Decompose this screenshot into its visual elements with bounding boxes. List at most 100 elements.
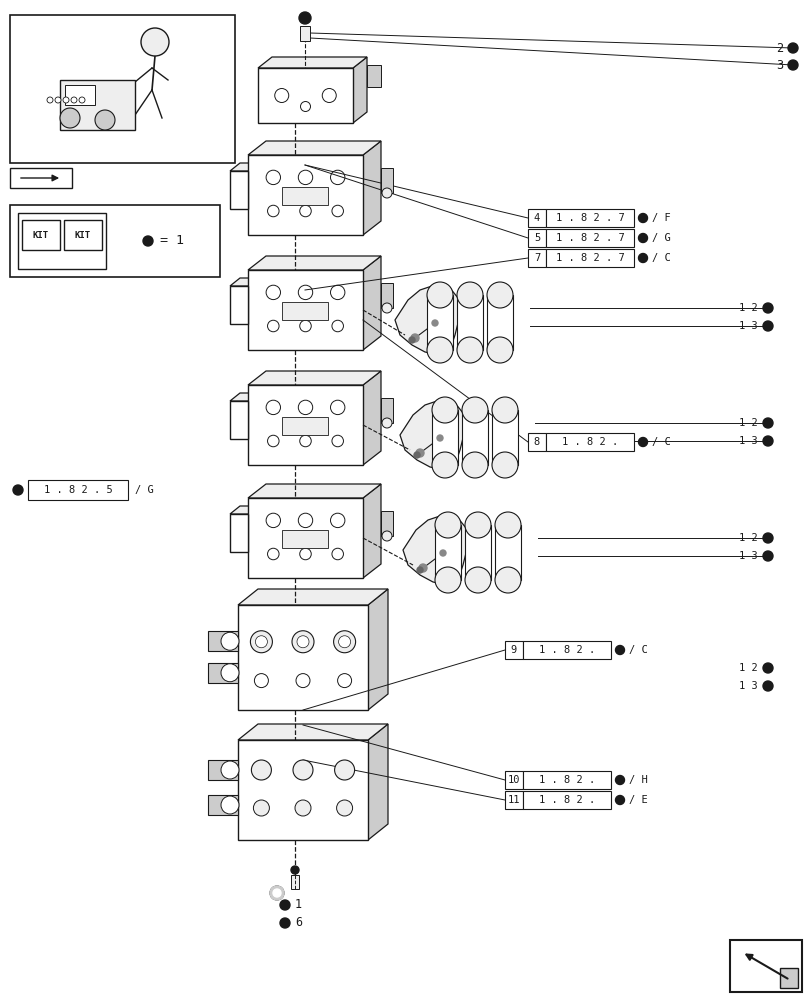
Text: 2: 2 <box>775 42 782 55</box>
Bar <box>487 295 513 350</box>
Bar <box>495 525 521 580</box>
Circle shape <box>495 512 521 538</box>
Circle shape <box>491 397 517 423</box>
Circle shape <box>381 303 392 313</box>
Text: / C: / C <box>651 437 670 447</box>
Text: / E: / E <box>629 795 647 805</box>
Polygon shape <box>400 400 465 470</box>
Circle shape <box>297 636 309 648</box>
Circle shape <box>465 512 491 538</box>
Bar <box>522 771 610 789</box>
Bar <box>230 401 247 439</box>
Bar <box>527 209 545 227</box>
Polygon shape <box>230 393 258 401</box>
Circle shape <box>60 108 80 128</box>
Circle shape <box>762 303 772 313</box>
Circle shape <box>381 531 392 541</box>
Polygon shape <box>247 484 380 498</box>
Circle shape <box>13 485 23 495</box>
Circle shape <box>436 435 443 441</box>
Bar <box>380 398 393 423</box>
Bar <box>527 249 545 267</box>
Text: 1 . 8 2 .: 1 . 8 2 . <box>539 775 594 785</box>
Polygon shape <box>353 57 367 123</box>
Polygon shape <box>247 371 380 385</box>
Polygon shape <box>64 212 112 220</box>
Polygon shape <box>363 371 380 465</box>
Text: 1 . 8 2 .: 1 . 8 2 . <box>561 437 617 447</box>
Text: 1 3: 1 3 <box>738 681 757 691</box>
Bar <box>504 771 522 789</box>
Circle shape <box>250 631 272 653</box>
Circle shape <box>431 397 457 423</box>
Circle shape <box>431 452 457 478</box>
Text: / C: / C <box>651 253 670 263</box>
Polygon shape <box>402 515 467 585</box>
Polygon shape <box>247 506 258 552</box>
Circle shape <box>47 97 53 103</box>
Bar <box>10 168 72 188</box>
Bar <box>230 286 247 324</box>
Bar <box>28 480 128 500</box>
Polygon shape <box>258 57 367 68</box>
Polygon shape <box>102 212 112 250</box>
Polygon shape <box>363 484 380 578</box>
Text: 1 3: 1 3 <box>738 551 757 561</box>
Circle shape <box>491 452 517 478</box>
Circle shape <box>294 800 311 816</box>
Bar <box>208 663 238 683</box>
Text: / H: / H <box>629 775 647 785</box>
Circle shape <box>427 337 453 363</box>
Polygon shape <box>394 285 460 355</box>
Circle shape <box>615 646 624 654</box>
Text: 6: 6 <box>294 916 302 929</box>
Bar <box>504 641 522 659</box>
Text: 1 . 8 2 . 5: 1 . 8 2 . 5 <box>44 485 112 495</box>
Text: 7: 7 <box>533 253 539 263</box>
Polygon shape <box>363 256 380 350</box>
Bar <box>779 968 797 988</box>
Bar <box>208 795 238 815</box>
Circle shape <box>141 28 169 56</box>
Circle shape <box>143 236 152 246</box>
Polygon shape <box>247 163 258 209</box>
Polygon shape <box>22 212 70 220</box>
Circle shape <box>333 631 355 653</box>
Bar <box>380 168 393 193</box>
Circle shape <box>293 760 312 780</box>
Text: 1 . 8 2 . 7: 1 . 8 2 . 7 <box>555 233 624 243</box>
Bar <box>427 295 453 350</box>
Circle shape <box>762 551 772 561</box>
Bar <box>282 530 328 548</box>
Circle shape <box>762 436 772 446</box>
Circle shape <box>270 886 284 900</box>
Bar <box>247 498 363 578</box>
Text: 11: 11 <box>507 795 520 805</box>
Circle shape <box>431 320 437 326</box>
Bar <box>545 209 633 227</box>
Polygon shape <box>230 278 258 286</box>
Bar <box>527 229 545 247</box>
Circle shape <box>63 97 69 103</box>
Circle shape <box>95 110 115 130</box>
Bar <box>545 229 633 247</box>
Bar <box>208 760 238 780</box>
Circle shape <box>762 663 772 673</box>
Text: 8: 8 <box>533 437 539 447</box>
Bar <box>504 791 522 809</box>
Circle shape <box>637 214 646 223</box>
Text: / C: / C <box>629 645 647 655</box>
Circle shape <box>251 760 271 780</box>
Bar <box>545 249 633 267</box>
Bar <box>457 295 483 350</box>
Polygon shape <box>247 278 258 324</box>
Bar <box>290 875 298 889</box>
Bar <box>238 740 367 840</box>
Circle shape <box>221 761 238 779</box>
Circle shape <box>435 512 461 538</box>
Circle shape <box>338 636 350 648</box>
Polygon shape <box>230 163 258 171</box>
Bar <box>431 410 457 465</box>
Circle shape <box>495 567 521 593</box>
Circle shape <box>55 97 61 103</box>
